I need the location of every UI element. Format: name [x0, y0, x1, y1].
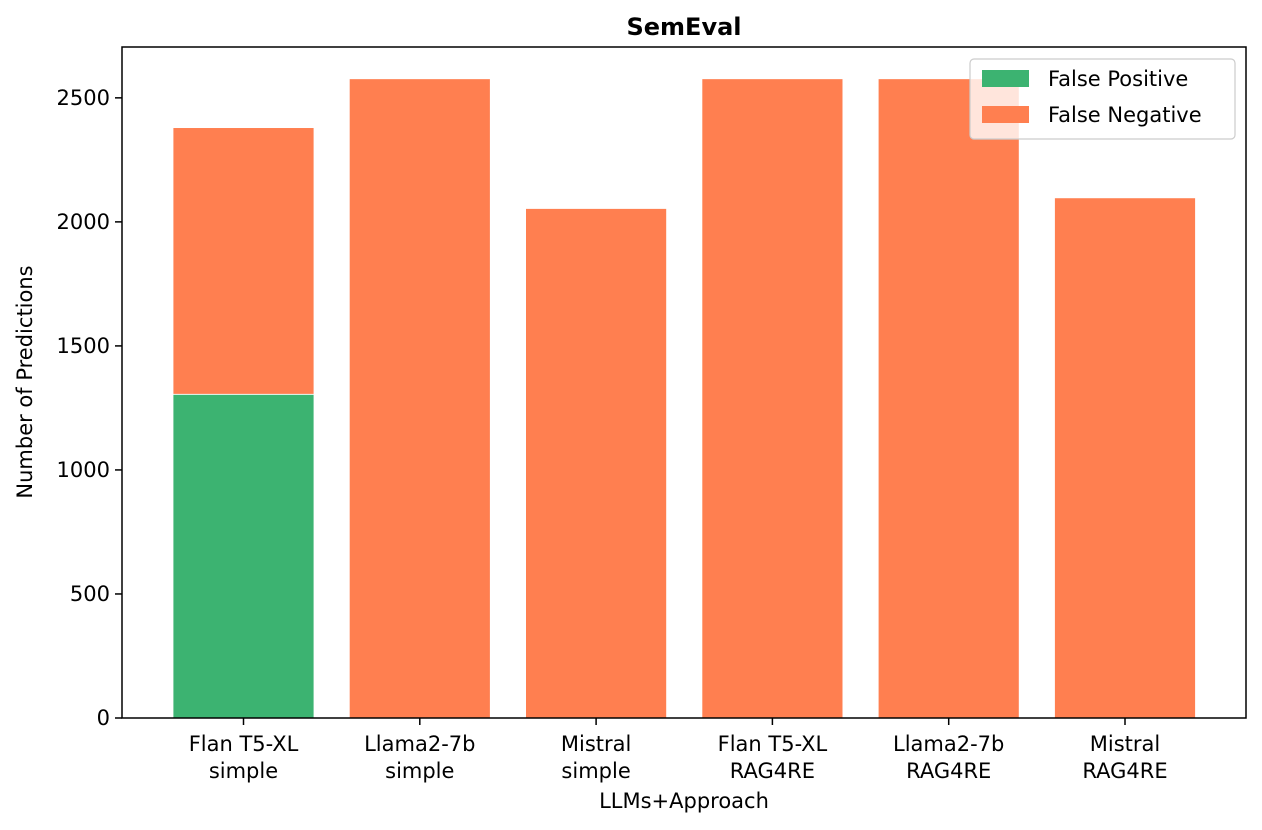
- x-axis-label: LLMs+Approach: [599, 789, 769, 813]
- y-tick-label: 2000: [57, 210, 110, 234]
- y-tick-label: 0: [97, 706, 110, 730]
- bar-false-negative-1: [348, 78, 491, 719]
- chart-title: SemEval: [626, 13, 741, 41]
- bar-false-negative-5: [1054, 197, 1196, 719]
- bar-false-positive-0: [172, 393, 315, 719]
- x-tick-label: Mistral simple: [561, 732, 631, 783]
- y-tick-label: 500: [70, 582, 110, 606]
- x-tick-label: Llama2-7b simple: [364, 732, 475, 783]
- legend-swatch-false-positive: [982, 70, 1029, 87]
- bar-false-negative-3: [701, 78, 844, 719]
- y-tick-label: 1000: [57, 458, 110, 482]
- legend-label-false-negative: False Negative: [1048, 103, 1202, 127]
- x-tick-label: Llama2-7b RAG4RE: [893, 732, 1004, 783]
- bars-group: [172, 78, 1196, 719]
- y-axis: 0 500 1000 1500 2000 2500: [57, 86, 122, 730]
- plot-frame: [121, 46, 1247, 719]
- legend: False Positive False Negative: [969, 58, 1236, 140]
- x-tick-label: Flan T5-XL RAG4RE: [718, 732, 828, 783]
- bar-false-negative-2: [525, 208, 667, 719]
- y-tick-label: 1500: [57, 334, 110, 358]
- x-tick-label: Mistral RAG4RE: [1082, 732, 1167, 783]
- y-axis-label: Number of Predictions: [13, 265, 37, 498]
- legend-label-false-positive: False Positive: [1048, 67, 1188, 91]
- y-tick-label: 2500: [57, 86, 110, 110]
- legend-swatch-false-negative: [982, 106, 1029, 123]
- legend-frame: [969, 58, 1236, 140]
- x-axis: Flan T5-XL simple Llama2-7b simple Mistral si…: [189, 718, 1168, 783]
- x-tick-label: Flan T5-XL simple: [189, 732, 299, 783]
- bar-false-negative-4: [877, 78, 1020, 719]
- bar-false-negative-0: [172, 127, 315, 395]
